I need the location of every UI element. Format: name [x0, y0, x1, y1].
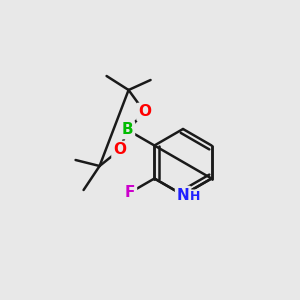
- Text: H: H: [190, 190, 200, 203]
- Text: O: O: [138, 104, 151, 119]
- Text: N: N: [177, 188, 189, 202]
- Text: F: F: [125, 185, 135, 200]
- Text: O: O: [113, 142, 126, 158]
- Text: B: B: [122, 122, 134, 137]
